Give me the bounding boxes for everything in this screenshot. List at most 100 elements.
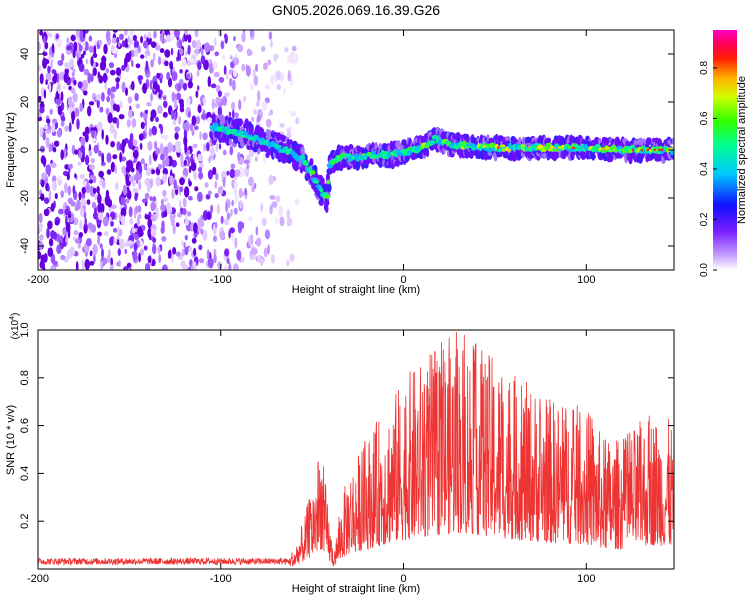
noise-blob <box>151 125 157 136</box>
noise-blob <box>155 147 161 155</box>
noise-blob <box>83 211 87 219</box>
snr-multiplier-exp: 4 <box>9 316 16 320</box>
noise-blob <box>134 92 139 102</box>
noise-blob <box>72 185 76 195</box>
noise-blob <box>98 39 103 46</box>
noise-blob <box>263 152 266 163</box>
noise-blob <box>116 36 120 44</box>
noise-blob <box>278 205 284 217</box>
noise-blob <box>97 235 100 246</box>
noise-blob <box>105 107 110 115</box>
noise-blob <box>138 133 144 141</box>
colorbar-tick-label: 0.0 <box>699 263 710 277</box>
noise-blob <box>221 170 227 182</box>
noise-blob <box>98 170 104 178</box>
noise-blob <box>85 183 91 194</box>
noise-blob <box>43 89 47 99</box>
noise-blob <box>128 266 132 270</box>
noise-blob <box>109 264 114 270</box>
noise-blob <box>47 185 50 192</box>
noise-blob <box>97 202 103 214</box>
noise-blob <box>133 250 137 262</box>
noise-blob <box>143 162 147 171</box>
noise-blob <box>132 150 139 159</box>
spectrogram-x-label: Height of straight line (km) <box>292 284 420 296</box>
noise-blob <box>162 189 167 197</box>
noise-blob <box>96 186 100 194</box>
snr-y-label: SNR (10 * v/v) <box>5 405 17 475</box>
noise-blob <box>125 173 129 182</box>
noise-blob <box>139 142 143 150</box>
noise-blob <box>66 37 70 44</box>
noise-blob <box>72 68 76 74</box>
noise-blob <box>163 100 168 109</box>
noise-blob <box>87 105 92 117</box>
noise-blob <box>74 149 79 155</box>
noise-blob <box>112 117 118 124</box>
noise-blob <box>218 76 225 83</box>
ridge-core <box>309 170 316 175</box>
noise-blob <box>199 219 205 228</box>
noise-blob <box>64 62 70 68</box>
noise-blob <box>105 134 109 145</box>
noise-blob <box>214 221 218 229</box>
noise-blob <box>162 173 168 183</box>
ridge-halo <box>265 152 270 159</box>
noise-blob <box>191 129 195 136</box>
noise-blob <box>135 63 141 69</box>
noise-blob <box>77 161 82 167</box>
noise-blob <box>51 43 55 54</box>
noise-blob <box>163 134 169 141</box>
noise-blob <box>57 179 62 186</box>
noise-blob <box>140 54 145 59</box>
noise-blob <box>191 237 197 244</box>
y-tick-label: -40 <box>19 238 31 254</box>
noise-blob <box>89 164 95 171</box>
noise-blob <box>109 123 115 134</box>
noise-blob <box>86 199 91 205</box>
noise-blob <box>233 207 238 215</box>
noise-blob <box>80 206 84 217</box>
ridge-core <box>224 126 229 131</box>
noise-blob <box>295 53 299 64</box>
noise-blob <box>193 49 200 54</box>
noise-blob <box>103 231 109 237</box>
noise-blob <box>206 211 211 221</box>
noise-blob <box>171 188 175 200</box>
noise-blob <box>248 49 253 56</box>
noise-blob <box>98 75 104 84</box>
noise-blob <box>241 63 246 72</box>
noise-blob <box>112 48 118 54</box>
noise-blob <box>47 247 54 257</box>
noise-blob <box>232 263 239 270</box>
noise-blob <box>268 111 271 117</box>
noise-blob <box>112 154 118 160</box>
noise-blob <box>182 208 187 216</box>
ridge-halo <box>324 200 330 206</box>
noise-blob <box>105 30 111 42</box>
noise-blob <box>233 53 238 59</box>
noise-blob <box>189 122 194 132</box>
noise-blob <box>195 90 199 99</box>
noise-blob <box>222 95 228 107</box>
noise-blob <box>85 58 89 65</box>
noise-blob <box>171 252 174 264</box>
noise-blob <box>67 185 72 196</box>
noise-blob <box>169 60 174 70</box>
noise-blob <box>93 211 98 220</box>
noise-blob <box>180 153 184 165</box>
noise-blob <box>238 99 242 111</box>
noise-blob <box>42 172 45 180</box>
noise-blob <box>81 259 85 270</box>
noise-blob <box>99 243 103 250</box>
noise-blob <box>127 240 134 246</box>
noise-blob <box>226 212 231 220</box>
noise-blob <box>125 87 128 96</box>
noise-blob <box>249 249 254 256</box>
noise-blob <box>154 140 158 150</box>
noise-blob <box>137 75 144 81</box>
noise-blob <box>48 33 53 38</box>
noise-blob <box>80 136 86 147</box>
ridge-halo <box>292 140 298 148</box>
